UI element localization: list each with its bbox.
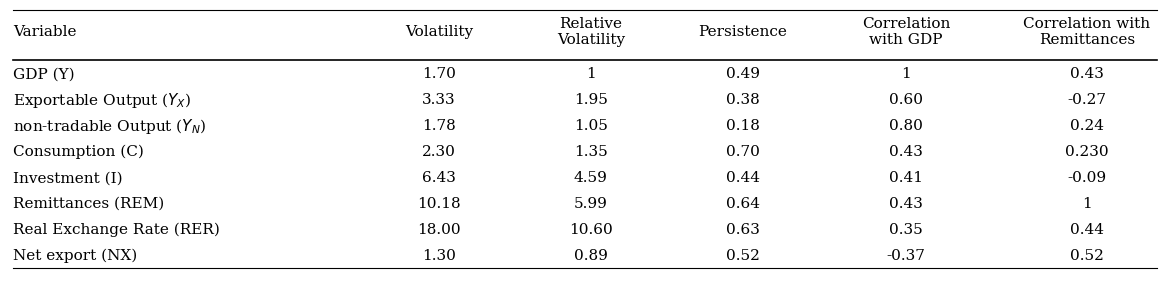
Text: 0.52: 0.52 xyxy=(725,249,759,263)
Text: 1.35: 1.35 xyxy=(574,145,607,159)
Text: 5.99: 5.99 xyxy=(573,197,607,211)
Text: 1.05: 1.05 xyxy=(573,119,607,133)
Text: 2.30: 2.30 xyxy=(422,145,456,159)
Text: 1.70: 1.70 xyxy=(422,67,456,81)
Text: 10.60: 10.60 xyxy=(569,223,613,237)
Text: -0.37: -0.37 xyxy=(887,249,925,263)
Text: 0.43: 0.43 xyxy=(889,145,923,159)
Text: Volatility: Volatility xyxy=(405,25,473,39)
Text: Real Exchange Rate (RER): Real Exchange Rate (RER) xyxy=(13,223,220,237)
Text: non-tradable Output ($Y_N$): non-tradable Output ($Y_N$) xyxy=(13,117,206,136)
Text: Correlation
with GDP: Correlation with GDP xyxy=(862,17,950,47)
Text: Net export (NX): Net export (NX) xyxy=(13,249,137,263)
Text: 0.60: 0.60 xyxy=(889,93,923,107)
Text: 0.49: 0.49 xyxy=(725,67,759,81)
Text: 3.33: 3.33 xyxy=(422,93,456,107)
Text: -0.09: -0.09 xyxy=(1067,171,1107,185)
Text: 1: 1 xyxy=(1082,197,1092,211)
Text: 0.38: 0.38 xyxy=(725,93,759,107)
Text: 4.59: 4.59 xyxy=(573,171,607,185)
Text: Correlation with
Remittances: Correlation with Remittances xyxy=(1024,17,1150,47)
Text: Consumption (C): Consumption (C) xyxy=(13,145,144,159)
Text: 0.230: 0.230 xyxy=(1065,145,1109,159)
Text: 0.35: 0.35 xyxy=(889,223,923,237)
Text: 1.30: 1.30 xyxy=(422,249,456,263)
Text: Exportable Output ($Y_X$): Exportable Output ($Y_X$) xyxy=(13,91,192,110)
Text: 1.78: 1.78 xyxy=(422,119,456,133)
Text: 6.43: 6.43 xyxy=(422,171,456,185)
Text: 1.95: 1.95 xyxy=(573,93,607,107)
Text: 0.44: 0.44 xyxy=(725,171,759,185)
Text: Relative
Volatility: Relative Volatility xyxy=(557,17,625,47)
Text: 0.63: 0.63 xyxy=(725,223,759,237)
Text: 0.44: 0.44 xyxy=(1069,223,1103,237)
Text: 0.89: 0.89 xyxy=(573,249,607,263)
Text: 0.70: 0.70 xyxy=(725,145,759,159)
Text: -0.27: -0.27 xyxy=(1067,93,1107,107)
Text: 10.18: 10.18 xyxy=(418,197,461,211)
Text: 18.00: 18.00 xyxy=(418,223,461,237)
Text: Variable: Variable xyxy=(13,25,76,39)
Text: 1: 1 xyxy=(586,67,596,81)
Text: 0.43: 0.43 xyxy=(889,197,923,211)
Text: 0.41: 0.41 xyxy=(889,171,923,185)
Text: 0.52: 0.52 xyxy=(1069,249,1103,263)
Text: Remittances (REM): Remittances (REM) xyxy=(13,197,164,211)
Text: Persistence: Persistence xyxy=(698,25,787,39)
Text: 0.64: 0.64 xyxy=(725,197,759,211)
Text: 0.80: 0.80 xyxy=(889,119,923,133)
Text: GDP (Y): GDP (Y) xyxy=(13,67,75,81)
Text: 0.43: 0.43 xyxy=(1069,67,1103,81)
Text: Investment (I): Investment (I) xyxy=(13,171,123,185)
Text: 1: 1 xyxy=(901,67,910,81)
Text: 0.24: 0.24 xyxy=(1069,119,1103,133)
Text: 0.18: 0.18 xyxy=(725,119,759,133)
